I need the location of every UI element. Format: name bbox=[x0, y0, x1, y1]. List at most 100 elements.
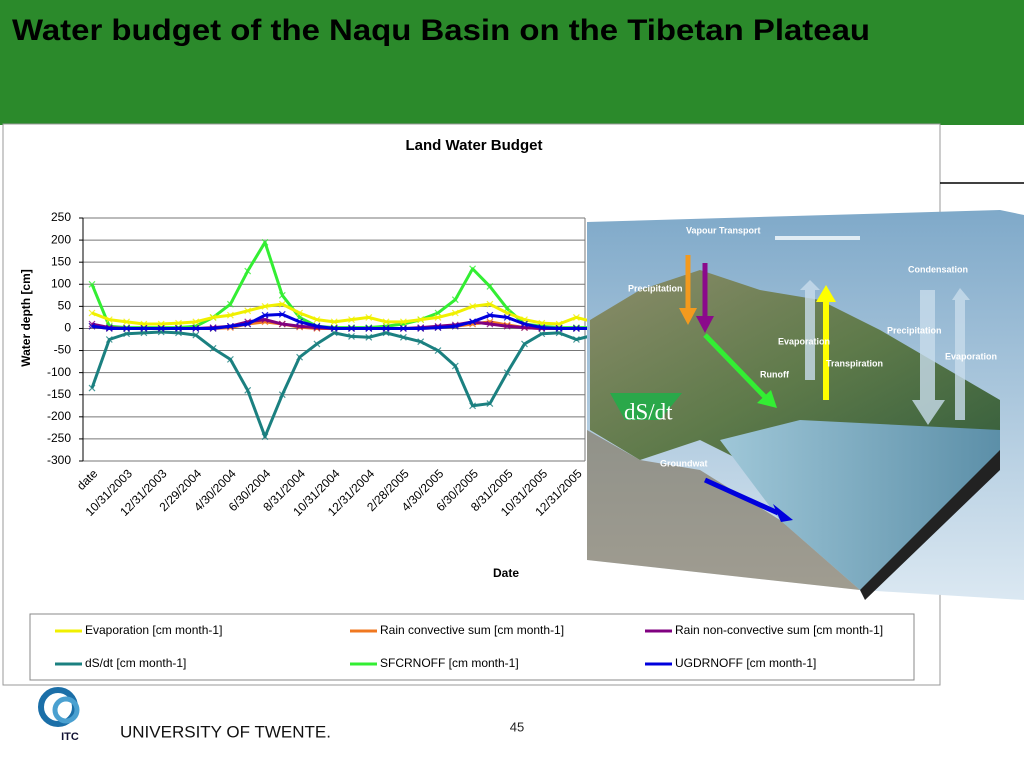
legend: Evaporation [cm month-1] Rain convective … bbox=[55, 623, 883, 670]
series-marker bbox=[244, 307, 252, 315]
series-marker bbox=[503, 313, 511, 321]
chart: Land Water Budget Water depth [cm] Date -30… bbox=[19, 137, 587, 580]
series-marker bbox=[88, 384, 96, 392]
legend-label: Evaporation [cm month-1] bbox=[85, 623, 222, 637]
series-marker bbox=[469, 318, 477, 326]
diagram-label: Groundwat bbox=[660, 458, 708, 468]
series-marker bbox=[261, 311, 269, 319]
series-marker bbox=[313, 316, 321, 324]
diagram-label: Transpiration bbox=[826, 358, 883, 368]
diagram-label: Vapour Transport bbox=[686, 225, 761, 235]
series-marker bbox=[503, 369, 511, 377]
series-marker bbox=[278, 291, 286, 299]
legend-label: dS/dt [cm month-1] bbox=[85, 656, 186, 670]
series-marker bbox=[572, 313, 580, 321]
series-marker bbox=[348, 325, 355, 332]
series-marker bbox=[382, 318, 390, 326]
series-marker bbox=[348, 332, 355, 340]
series-marker bbox=[278, 391, 286, 399]
series-marker bbox=[123, 330, 131, 338]
y-tick-label: -300 bbox=[47, 453, 71, 467]
header-band bbox=[0, 0, 1024, 125]
series-marker bbox=[88, 280, 96, 288]
series-marker bbox=[434, 313, 442, 321]
y-tick-label: 0 bbox=[64, 321, 71, 335]
series-marker bbox=[486, 300, 494, 308]
series-marker bbox=[244, 320, 252, 328]
legend-label: UGDRNOFF [cm month-1] bbox=[675, 656, 816, 670]
series-marker bbox=[555, 325, 563, 332]
water-cycle-diagram: Vapour Transport Condensation Precipitat… bbox=[587, 210, 1024, 600]
y-tick-label: 250 bbox=[51, 210, 71, 224]
series-marker bbox=[486, 311, 494, 319]
series-marker bbox=[192, 318, 200, 326]
series-marker bbox=[572, 325, 580, 332]
series-marker bbox=[417, 325, 425, 332]
series-marker bbox=[88, 322, 96, 330]
series-marker bbox=[192, 325, 200, 332]
series-marker bbox=[365, 325, 373, 332]
series-marker bbox=[123, 318, 131, 326]
series-marker bbox=[296, 318, 304, 326]
series-marker bbox=[296, 309, 304, 317]
series-marker bbox=[261, 302, 269, 310]
series-marker bbox=[175, 319, 182, 327]
diagram-label: Evaporation bbox=[945, 351, 997, 361]
university-name: UNIVERSITY OF TWENTE. bbox=[120, 722, 331, 741]
chart-title: Land Water Budget bbox=[406, 137, 543, 154]
diagram-label: Evaporation bbox=[778, 336, 830, 346]
series-marker bbox=[226, 355, 234, 363]
y-tick-label: 100 bbox=[51, 276, 71, 290]
series-marker bbox=[538, 324, 546, 331]
itc-logo: ITC bbox=[38, 687, 80, 743]
series-marker bbox=[486, 283, 494, 290]
y-axis-label: Water depth [cm] bbox=[19, 269, 33, 367]
y-tick-label: 200 bbox=[51, 232, 71, 246]
series-marker bbox=[399, 325, 407, 332]
page-number: 45 bbox=[510, 719, 524, 734]
series-marker bbox=[105, 325, 113, 332]
y-tick-label: -150 bbox=[47, 387, 71, 401]
series-marker bbox=[244, 267, 252, 275]
series-marker bbox=[417, 338, 425, 346]
y-tick-label: 50 bbox=[58, 299, 72, 313]
series-marker bbox=[226, 300, 234, 308]
series-marker bbox=[434, 324, 442, 331]
series-marker bbox=[469, 302, 477, 310]
series-marker bbox=[451, 296, 459, 304]
series-marker bbox=[226, 311, 234, 319]
y-tick-label: -250 bbox=[47, 431, 71, 445]
series-marker bbox=[313, 340, 321, 348]
series-marker bbox=[105, 336, 113, 343]
diagram-label: dS/dt bbox=[624, 399, 673, 424]
legend-label: Rain non-convective sum [cm month-1] bbox=[675, 623, 883, 637]
series-marker bbox=[382, 325, 390, 332]
series-marker bbox=[417, 316, 425, 324]
series-marker bbox=[140, 325, 148, 332]
diagram-label: Runoff bbox=[760, 369, 790, 379]
series-marker bbox=[469, 265, 477, 273]
series-marker bbox=[244, 386, 252, 394]
diagram-label: Precipitation bbox=[628, 283, 683, 293]
series-marker bbox=[399, 333, 407, 341]
series-marker bbox=[175, 325, 182, 332]
series-marker bbox=[157, 325, 165, 332]
y-tick-label: -50 bbox=[54, 343, 72, 357]
y-tick-label: 150 bbox=[51, 254, 71, 268]
series-marker bbox=[296, 353, 304, 361]
diagram-label: Precipitation bbox=[887, 325, 942, 335]
y-tick-label: -200 bbox=[47, 409, 71, 423]
series-marker bbox=[330, 318, 338, 326]
legend-frame bbox=[29, 613, 915, 681]
plot-series: date10/31/200312/31/20032/29/20044/30/20… bbox=[74, 238, 587, 519]
series-marker bbox=[88, 309, 96, 317]
series-marker bbox=[486, 400, 494, 407]
series-marker bbox=[434, 347, 442, 354]
series-marker bbox=[521, 340, 528, 348]
series-marker bbox=[261, 433, 269, 441]
series-marker bbox=[365, 333, 373, 341]
series-marker bbox=[278, 300, 286, 308]
series-marker bbox=[192, 331, 200, 339]
series-marker bbox=[451, 309, 459, 317]
